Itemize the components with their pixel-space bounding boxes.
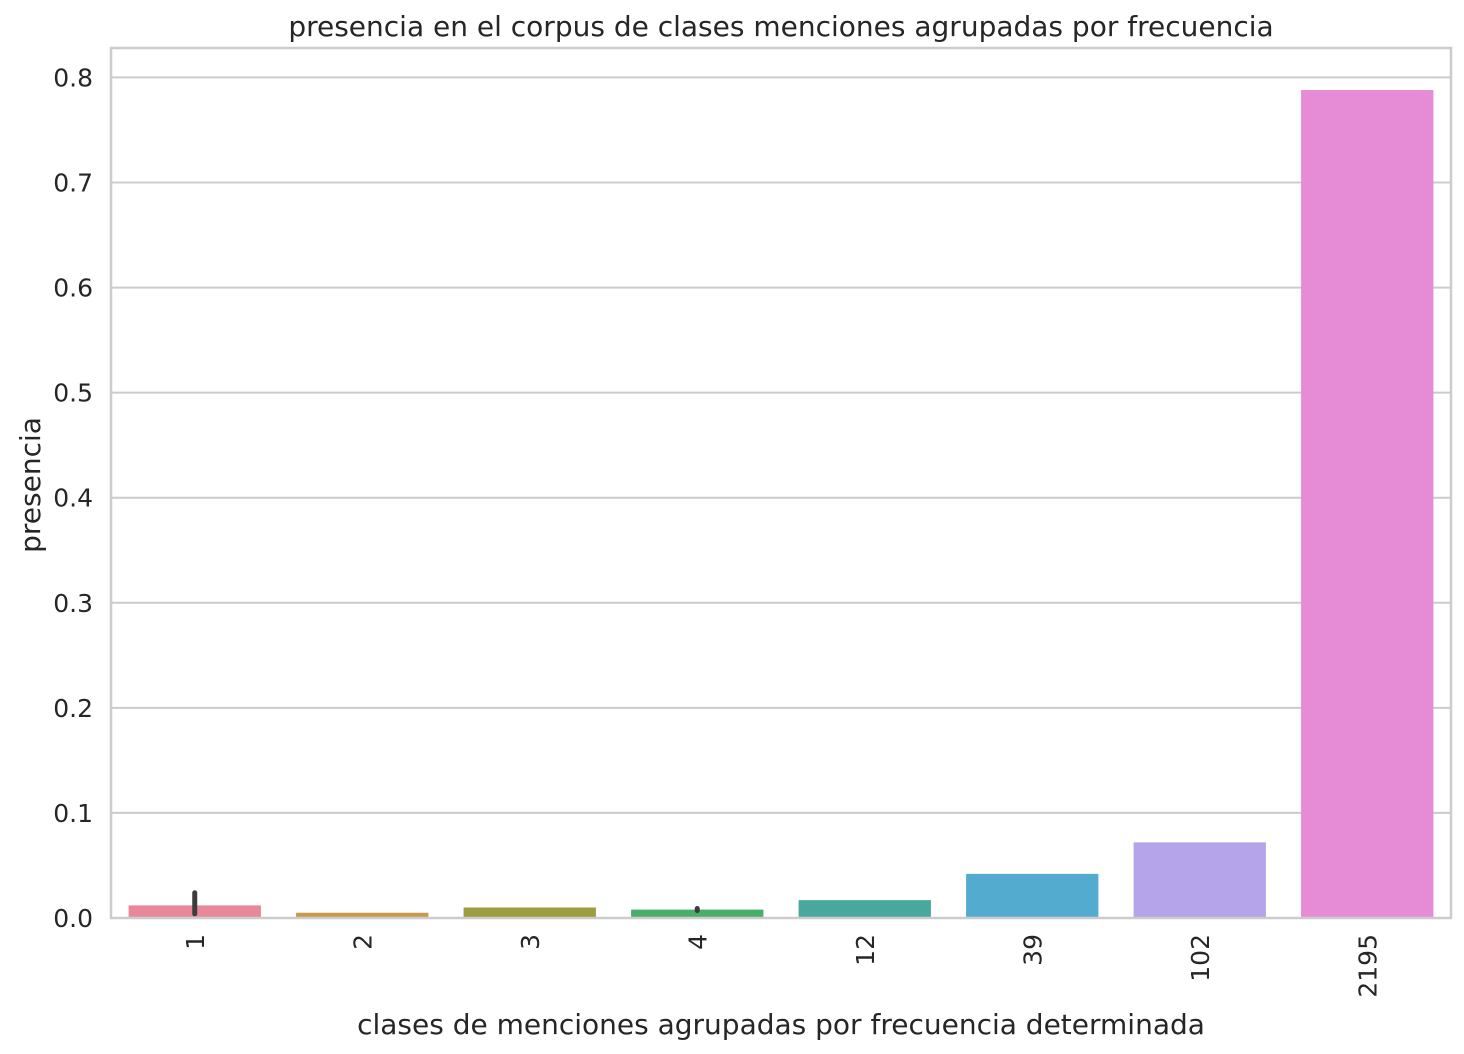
x-tick-label: 102 <box>1186 934 1215 982</box>
y-axis-label: presencia <box>14 417 47 553</box>
error-bars <box>192 890 700 917</box>
x-axis-label: clases de menciones agrupadas por frecue… <box>357 1008 1205 1041</box>
y-tick-label: 0.1 <box>53 799 93 828</box>
y-tick-label: 0.7 <box>53 168 93 197</box>
bar-12 <box>798 900 931 918</box>
chart-title: presencia en el corpus de clases mencion… <box>288 10 1273 43</box>
x-tick-label: 1 <box>181 934 210 950</box>
x-tick-label: 2 <box>348 934 377 950</box>
bar-2 <box>296 912 429 918</box>
y-tick-label: 0.5 <box>53 379 93 408</box>
y-tick-label: 0.6 <box>53 274 93 303</box>
x-tick-label: 4 <box>683 934 712 950</box>
y-tick-label: 0.8 <box>53 63 93 92</box>
x-tick-labels: 1 2 3 4 12 39 102 2195 <box>181 934 1383 998</box>
y-tick-labels: 0.0 0.1 0.2 0.3 0.4 0.5 0.6 0.7 0.8 <box>53 63 93 933</box>
y-tick-label: 0.4 <box>53 484 93 513</box>
y-tick-label: 0.3 <box>53 589 93 618</box>
x-tick-label: 39 <box>1018 934 1047 966</box>
bar-3 <box>463 907 596 918</box>
x-tick-label: 2195 <box>1353 934 1382 998</box>
y-tick-label: 0.2 <box>53 694 93 723</box>
bar-102 <box>1133 842 1266 918</box>
gridlines <box>111 76 1451 919</box>
y-tick-label: 0.0 <box>53 904 93 933</box>
bar-2195 <box>1301 90 1434 918</box>
bars <box>128 90 1434 918</box>
x-tick-label: 12 <box>851 934 880 966</box>
bar-39 <box>966 873 1099 918</box>
bar-4 <box>631 909 764 918</box>
x-tick-label: 3 <box>516 934 545 950</box>
plot-frame <box>109 46 1453 920</box>
